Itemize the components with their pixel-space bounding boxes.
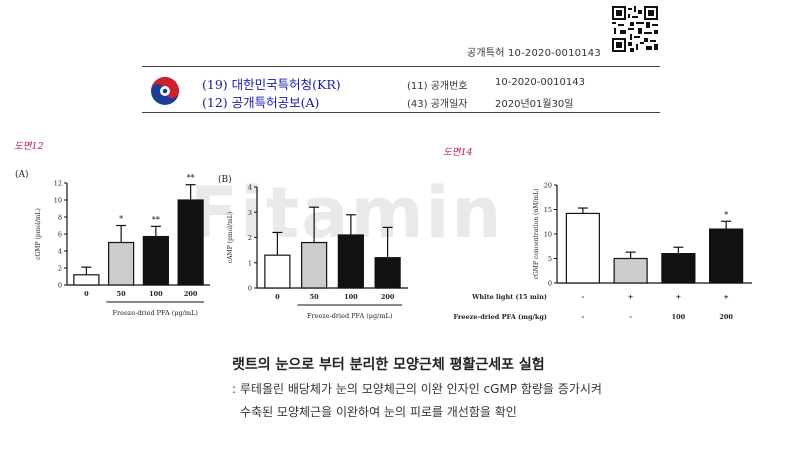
panel-label: (B) xyxy=(218,174,232,185)
x-tick-label: 200 xyxy=(184,290,198,298)
header-rule-bottom xyxy=(142,112,660,113)
bar xyxy=(264,254,291,289)
row-value: + xyxy=(723,293,728,301)
x-tick-label: 100 xyxy=(149,290,163,298)
publication-no-value: 10-2020-0010143 xyxy=(495,77,585,88)
y-tick-label: 5 xyxy=(548,255,552,263)
chart-c: 0 5 10 15 20 cGMP concentration (nM/mL) * White… xyxy=(453,182,752,321)
bar xyxy=(301,241,328,289)
bar xyxy=(142,235,169,286)
x-tick-label: 100 xyxy=(344,293,358,301)
bar xyxy=(374,257,401,289)
row-value: - xyxy=(629,313,632,321)
y-tick-label: 15 xyxy=(544,206,552,214)
bar xyxy=(337,234,364,289)
bar xyxy=(177,199,204,286)
row-value: 200 xyxy=(719,313,733,321)
significance-mark: * xyxy=(724,210,728,219)
row-value: + xyxy=(628,293,633,301)
figure-12-label: 도면12 xyxy=(14,141,44,152)
y-tick-label: 3 xyxy=(248,209,252,217)
row-value: - xyxy=(582,313,585,321)
y-tick-label: 8 xyxy=(58,214,62,222)
chart-b: (B) 0 1 2 3 4 cAMP (pmol/mL) 0 50 100 200 Freeze-dr… xyxy=(218,174,408,320)
caption-line-2: 수축된 모양체근을 이완하여 눈의 피로를 개선함을 확인 xyxy=(240,405,517,419)
publication-no-label: (11) 공개번호 xyxy=(407,81,468,92)
bar xyxy=(661,252,696,284)
bar xyxy=(108,241,135,286)
y-tick-label: 10 xyxy=(54,197,62,205)
y-axis-label: cGMP concentration (nM/mL) xyxy=(533,189,540,280)
y-tick-label: 1 xyxy=(248,259,252,267)
y-tick-label: 20 xyxy=(544,182,552,190)
y-tick-label: 0 xyxy=(248,285,252,293)
significance-mark: ** xyxy=(187,174,195,183)
x-tick-label: 0 xyxy=(275,293,280,301)
publication-date-value: 2020년01월30일 xyxy=(495,99,574,110)
y-tick-label: 6 xyxy=(58,231,62,239)
bar xyxy=(613,257,648,284)
row-value: 100 xyxy=(672,313,686,321)
x-tick-label: 0 xyxy=(84,290,89,298)
caption-title: 랫트의 눈으로 부터 분리한 모양근체 평활근세포 실험 xyxy=(232,357,545,373)
header-rule-top xyxy=(142,66,660,67)
significance-mark: ** xyxy=(152,215,160,224)
x-tick-label: 200 xyxy=(381,293,395,301)
x-tick-label: 50 xyxy=(310,293,320,301)
y-tick-label: 2 xyxy=(58,265,62,273)
y-tick-label: 0 xyxy=(548,280,552,288)
y-tick-label: 4 xyxy=(248,184,252,192)
y-tick-label: 4 xyxy=(58,248,62,256)
bar xyxy=(73,274,100,286)
bar xyxy=(565,212,600,284)
publication-number: 공개특허 10-2020-0010143 xyxy=(467,48,601,59)
caption-line-1: : 루테올린 배당체가 눈의 모양체근의 이완 인자인 cGMP 함량을 증가시… xyxy=(232,382,602,396)
y-tick-label: 10 xyxy=(544,231,552,239)
y-tick-label: 12 xyxy=(54,180,62,188)
row-value: - xyxy=(582,293,585,301)
chart-a: (A) 0 2 4 6 8 10 12 cGMP (pmol/mL) 0 * 50 ** 100 ** 200… xyxy=(15,169,210,317)
row-label: White light (15 min) xyxy=(471,293,547,301)
x-axis-label: Freeze-dried PFA (μg/mL) xyxy=(112,309,198,317)
y-axis-label: cAMP (pmol/mL) xyxy=(227,212,234,263)
row-label: Freeze-dried PFA (mg/kg) xyxy=(453,313,547,321)
y-tick-label: 0 xyxy=(58,282,62,290)
significance-mark: * xyxy=(119,215,123,224)
kipo-logo-icon xyxy=(151,77,179,105)
row-value: + xyxy=(676,293,681,301)
qr-code-icon xyxy=(612,6,658,52)
document-type: (12) 공개특허공보(A) xyxy=(202,95,320,110)
y-axis-label: cGMP (pmol/mL) xyxy=(35,208,42,260)
y-tick-label: 2 xyxy=(248,234,252,242)
publication-date-label: (43) 공개일자 xyxy=(407,99,468,110)
panel-label: (A) xyxy=(15,169,29,180)
x-axis-label: Freeze-dried PFA (μg/mL) xyxy=(307,312,393,320)
x-tick-label: 50 xyxy=(117,290,127,298)
figure-14-label: 도면14 xyxy=(443,147,473,158)
office-name: (19) 대한민국특허청(KR) xyxy=(202,77,341,92)
bar xyxy=(709,228,744,284)
